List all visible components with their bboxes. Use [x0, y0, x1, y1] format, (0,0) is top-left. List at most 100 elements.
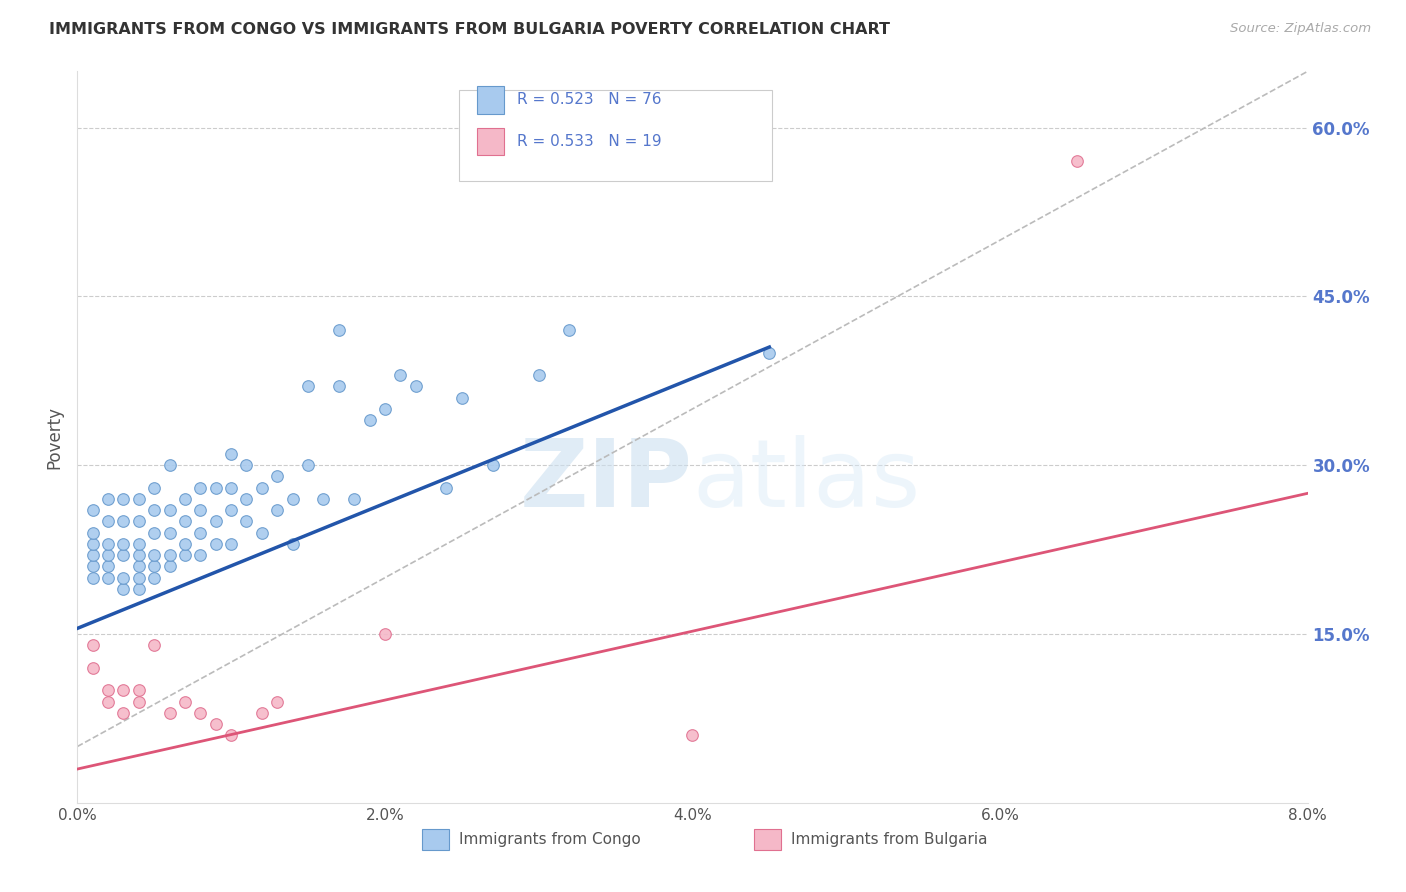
Point: [174, 537, 197, 551]
Point: [481, 458, 503, 473]
Point: [143, 481, 166, 495]
Point: [128, 491, 150, 506]
Text: IMMIGRANTS FROM CONGO VS IMMIGRANTS FROM BULGARIA POVERTY CORRELATION CHART: IMMIGRANTS FROM CONGO VS IMMIGRANTS FROM…: [49, 22, 890, 37]
Point: [219, 447, 242, 461]
Point: [266, 469, 288, 483]
Point: [128, 559, 150, 574]
Point: [159, 525, 181, 540]
Text: ZIP: ZIP: [520, 435, 693, 527]
Point: [235, 515, 257, 529]
Point: [143, 525, 166, 540]
FancyBboxPatch shape: [477, 128, 505, 155]
Point: [297, 379, 319, 393]
Point: [97, 537, 120, 551]
Point: [328, 323, 350, 337]
Point: [1066, 154, 1088, 169]
Point: [128, 515, 150, 529]
Point: [82, 525, 104, 540]
Point: [281, 491, 304, 506]
Point: [527, 368, 550, 383]
Point: [174, 491, 197, 506]
Point: [250, 706, 273, 720]
Point: [97, 571, 120, 585]
Point: [188, 503, 212, 517]
Point: [219, 481, 242, 495]
Point: [82, 559, 104, 574]
Point: [159, 458, 181, 473]
Point: [235, 491, 257, 506]
Point: [343, 491, 366, 506]
Point: [128, 548, 150, 562]
Text: R = 0.523   N = 76: R = 0.523 N = 76: [516, 93, 661, 107]
Point: [174, 548, 197, 562]
Point: [82, 661, 104, 675]
Point: [281, 537, 304, 551]
Point: [219, 503, 242, 517]
Point: [204, 537, 226, 551]
Point: [359, 413, 381, 427]
Point: [328, 379, 350, 393]
Point: [143, 503, 166, 517]
Point: [159, 503, 181, 517]
Point: [374, 627, 396, 641]
Point: [174, 694, 197, 708]
Point: [374, 401, 396, 416]
Point: [758, 345, 780, 359]
Point: [266, 503, 288, 517]
Point: [250, 525, 273, 540]
FancyBboxPatch shape: [754, 830, 782, 850]
Point: [188, 481, 212, 495]
Point: [112, 548, 135, 562]
Point: [128, 694, 150, 708]
Point: [97, 491, 120, 506]
Point: [82, 503, 104, 517]
Text: R = 0.533   N = 19: R = 0.533 N = 19: [516, 134, 661, 149]
Text: Source: ZipAtlas.com: Source: ZipAtlas.com: [1230, 22, 1371, 36]
Point: [266, 694, 288, 708]
Point: [143, 548, 166, 562]
Point: [405, 379, 427, 393]
Point: [128, 683, 150, 698]
FancyBboxPatch shape: [422, 830, 449, 850]
Text: atlas: atlas: [693, 435, 921, 527]
Point: [128, 537, 150, 551]
Point: [235, 458, 257, 473]
Point: [188, 548, 212, 562]
Point: [250, 481, 273, 495]
Point: [174, 515, 197, 529]
Point: [188, 525, 212, 540]
Point: [159, 559, 181, 574]
Point: [82, 548, 104, 562]
Point: [112, 571, 135, 585]
Point: [112, 491, 135, 506]
Point: [97, 694, 120, 708]
Point: [82, 571, 104, 585]
Point: [219, 537, 242, 551]
Point: [97, 559, 120, 574]
Point: [112, 537, 135, 551]
Point: [312, 491, 335, 506]
Y-axis label: Poverty: Poverty: [45, 406, 63, 468]
Point: [112, 582, 135, 596]
Point: [112, 683, 135, 698]
Point: [204, 717, 226, 731]
Point: [204, 515, 226, 529]
Point: [159, 548, 181, 562]
Point: [682, 728, 704, 742]
Point: [159, 706, 181, 720]
Point: [188, 706, 212, 720]
Point: [112, 706, 135, 720]
Text: Immigrants from Bulgaria: Immigrants from Bulgaria: [792, 832, 987, 847]
Text: Immigrants from Congo: Immigrants from Congo: [458, 832, 641, 847]
Point: [558, 323, 581, 337]
Point: [128, 571, 150, 585]
FancyBboxPatch shape: [458, 90, 772, 181]
Point: [389, 368, 412, 383]
FancyBboxPatch shape: [477, 86, 505, 114]
Point: [97, 548, 120, 562]
Point: [297, 458, 319, 473]
Point: [97, 683, 120, 698]
Point: [204, 481, 226, 495]
Point: [143, 571, 166, 585]
Point: [450, 391, 472, 405]
